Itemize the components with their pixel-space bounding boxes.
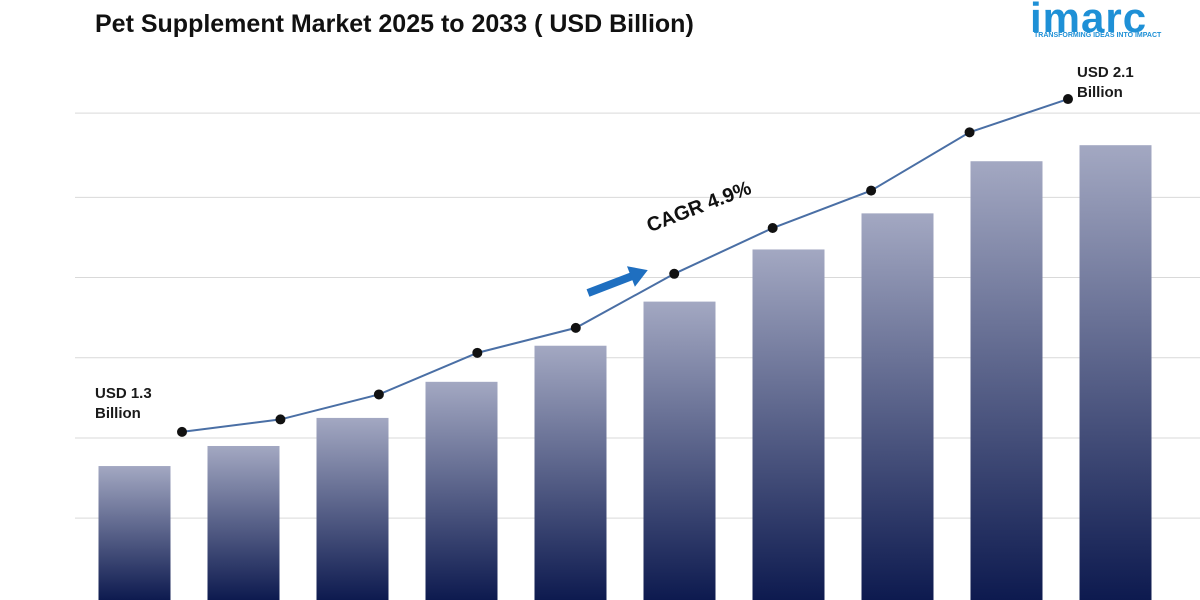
bar	[316, 417, 389, 600]
bar	[425, 381, 498, 600]
end-label: USD 2.1 Billion	[1077, 64, 1134, 101]
line-point	[1063, 94, 1073, 105]
bar	[861, 213, 934, 600]
bar	[752, 249, 825, 600]
bar	[207, 445, 280, 600]
line-point	[767, 223, 778, 234]
bar	[1079, 145, 1152, 600]
bar	[98, 466, 171, 600]
line-point	[669, 268, 680, 279]
line-point	[275, 414, 286, 425]
line-point	[472, 347, 483, 358]
line-point	[964, 127, 975, 138]
line-point	[866, 185, 877, 196]
cagr-arrow	[586, 266, 648, 297]
bar	[534, 345, 607, 600]
chart-title: Pet Supplement Market 2025 to 2033 ( USD…	[95, 10, 694, 38]
bar	[643, 301, 716, 600]
logo-tagline: TRANSFORMING IDEAS INTO IMPACT	[1034, 32, 1162, 39]
logo: imarc	[1030, 0, 1148, 41]
trend-line	[181, 98, 1069, 433]
line-point	[373, 389, 384, 400]
line-point	[177, 426, 187, 437]
line-point	[570, 322, 581, 333]
start-label: USD 1.3 Billion	[95, 385, 152, 422]
bar	[970, 161, 1043, 600]
